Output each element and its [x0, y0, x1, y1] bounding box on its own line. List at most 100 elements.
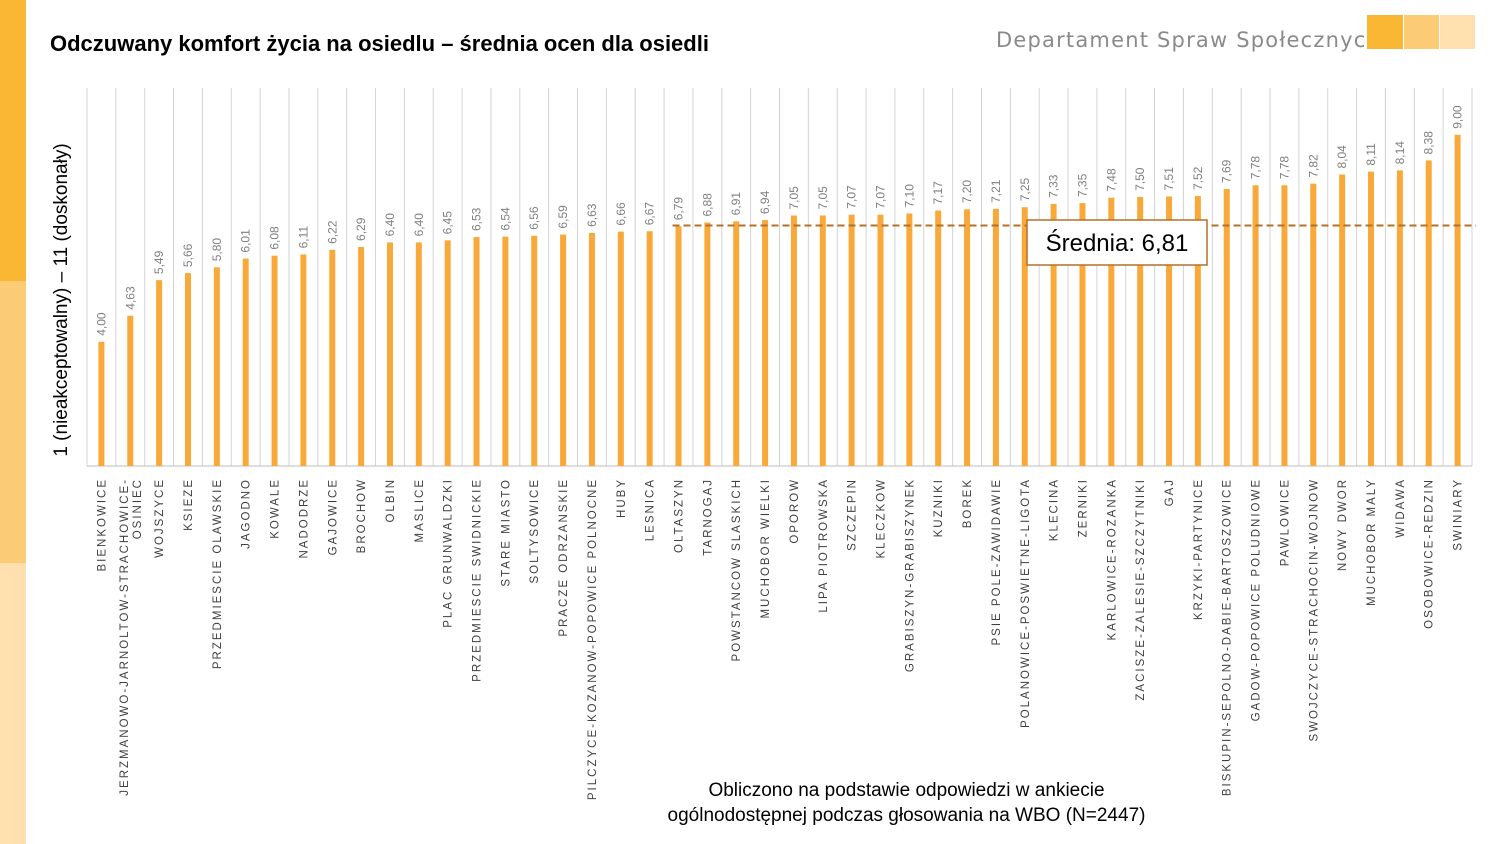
data-label: 6,40: [383, 213, 397, 237]
data-label: 6,88: [700, 193, 714, 217]
x-tick-label: WOJSZYCE: [154, 478, 166, 558]
footnote: Obliczono na podstawie odpowiedzi w anki…: [600, 778, 1213, 828]
data-label: 6,59: [556, 205, 570, 229]
data-label: 7,78: [1277, 156, 1291, 180]
x-tick-label: SZCZEPIN: [847, 478, 859, 551]
data-label: 7,69: [1220, 159, 1234, 183]
data-label: 7,25: [1018, 178, 1032, 202]
data-label: 7,52: [1191, 166, 1205, 190]
x-tick-label: NADODRZE: [298, 478, 310, 559]
x-tick-label: PRZEDMIESCIE SWIDNICKIE: [472, 478, 484, 682]
data-label: 6,22: [325, 220, 339, 244]
data-label: 6,29: [354, 217, 368, 241]
bar: [1339, 174, 1346, 466]
x-tick-label: KLECZKOW: [875, 478, 887, 559]
x-tick-label: MUCHOBOR WIELKI: [760, 478, 772, 619]
x-tick-label: BROCHOW: [356, 478, 368, 553]
data-label: 6,01: [239, 229, 253, 253]
logo-block-3: [1440, 15, 1475, 49]
data-label: 7,50: [1133, 167, 1147, 191]
x-tick-label: BIENKOWICE: [96, 478, 108, 571]
footnote-line-1: Obliczono na podstawie odpowiedzi w anki…: [708, 780, 1105, 801]
bar: [906, 213, 913, 466]
x-tick-label: OSOBOWICE-REDZIN: [1424, 478, 1436, 629]
bar: [473, 237, 480, 466]
bar: [848, 214, 855, 466]
data-label: 6,66: [614, 202, 628, 226]
data-label: 7,82: [1306, 154, 1320, 178]
data-label: 6,91: [729, 192, 743, 216]
bar: [964, 209, 971, 466]
bar: [733, 221, 740, 466]
data-label: 8,11: [1364, 143, 1378, 166]
data-label: 6,54: [498, 207, 512, 231]
bar: [156, 280, 163, 466]
x-tick-label: OSINIEC: [132, 478, 144, 539]
logo-block-2: [1404, 15, 1439, 49]
bar: [98, 341, 105, 466]
side-accent-top: [0, 0, 26, 281]
mean-label: Średnia: 6,81: [1046, 229, 1189, 257]
data-label: 6,56: [527, 206, 541, 230]
x-tick-label: ZACISZE-ZALESIE-SZCZYTNIKI: [1135, 478, 1147, 701]
bar: [358, 246, 365, 466]
data-label: 7,20: [960, 180, 974, 204]
data-label: 5,49: [152, 250, 166, 274]
x-tick-label: TARNOGAJ: [702, 478, 714, 556]
bar: [1021, 207, 1028, 466]
data-label: 7,33: [1047, 174, 1061, 198]
bar: [1425, 160, 1432, 467]
data-label: 7,05: [816, 186, 830, 210]
page-title: Odczuwany komfort życia na osiedlu – śre…: [50, 31, 709, 56]
bar: [127, 315, 134, 466]
bar: [184, 273, 191, 466]
data-label: 6,11: [296, 226, 310, 249]
data-label: 6,63: [585, 203, 599, 227]
x-tick-label: GAJ: [1164, 478, 1176, 506]
bar: [242, 258, 249, 466]
x-tick-label: KUZNIKI: [933, 478, 945, 537]
bar: [271, 255, 278, 466]
x-tick-label: POLANOWICE-POSWIETNE-LIGOTA: [1020, 478, 1032, 728]
logo-block-1: [1367, 15, 1403, 49]
bar: [1252, 185, 1259, 467]
x-tick-label: MUCHOBOR MALY: [1366, 478, 1378, 606]
bar: [762, 220, 769, 466]
bar: [1166, 196, 1173, 467]
bar: [1108, 197, 1115, 467]
x-tick-label: BOREK: [962, 478, 974, 528]
data-label: 8,04: [1335, 145, 1349, 169]
bar: [213, 267, 220, 466]
data-label: 7,35: [1075, 173, 1089, 197]
data-label: 7,21: [989, 179, 1003, 203]
side-accent-middle: [0, 281, 26, 563]
x-tick-label: HUBY: [616, 478, 628, 518]
x-tick-label: SWOJCZYCE-STRACHOCIN-WOJNOW: [1308, 478, 1320, 742]
data-label: 6,08: [268, 226, 282, 250]
bar: [1310, 183, 1317, 466]
x-tick-label: GRABISZYN-GRABISZYNEK: [904, 478, 916, 672]
bar: [935, 210, 942, 466]
x-tick-label: PILCZYCE-KOZANOW-POPOWICE POLNOCNE: [587, 478, 599, 800]
x-tick-label: NOWY DWOR: [1337, 478, 1349, 571]
bar: [1194, 196, 1201, 466]
x-tick-label: STARE MIASTO: [500, 478, 512, 587]
x-tick-label: OLBIN: [385, 478, 397, 523]
data-label: 7,10: [902, 184, 916, 208]
bar: [300, 254, 307, 466]
x-tick-label: LIPA PIOTROWSKA: [818, 478, 830, 613]
x-tick-label: KRZYKI-PARTYNICE: [1193, 478, 1205, 620]
bar: [588, 232, 595, 466]
data-label: 6,53: [470, 207, 484, 231]
x-tick-label: LESNICA: [645, 478, 657, 541]
bar: [386, 242, 393, 466]
bar: [1396, 170, 1403, 466]
x-tick-label: SWINIARY: [1453, 478, 1465, 551]
data-label: 5,80: [210, 238, 224, 262]
bar: [790, 215, 797, 466]
data-label: 8,14: [1393, 141, 1407, 165]
bar: [444, 240, 451, 466]
x-tick-label: KSIEZE: [183, 478, 195, 531]
data-label: 7,78: [1249, 156, 1263, 180]
